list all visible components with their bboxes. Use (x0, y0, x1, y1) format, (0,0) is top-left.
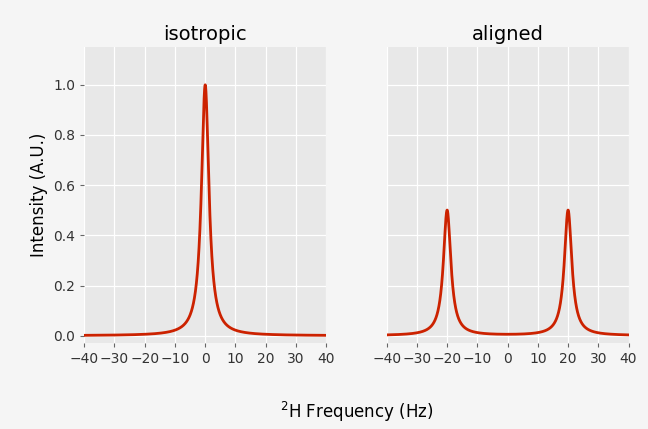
Title: isotropic: isotropic (163, 25, 247, 44)
Y-axis label: Intensity (A.U.): Intensity (A.U.) (30, 133, 48, 257)
Text: $^{2}$H Frequency (Hz): $^{2}$H Frequency (Hz) (280, 400, 433, 424)
Title: aligned: aligned (472, 25, 544, 44)
